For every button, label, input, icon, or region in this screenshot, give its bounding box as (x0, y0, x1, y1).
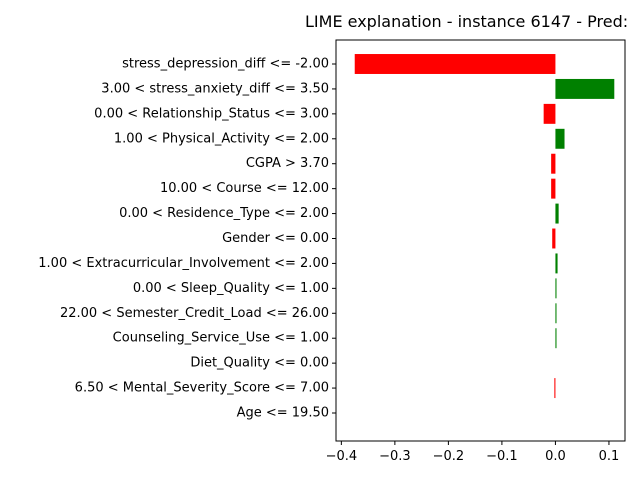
bar (555, 128, 565, 149)
y-tick-label: 6.50 < Mental_Severity_Score <= 7.00 (75, 381, 329, 396)
y-tick-label: Counseling_Service_Use <= 1.00 (113, 331, 329, 346)
bar (552, 228, 556, 249)
y-tick-label: 1.00 < Physical_Activity <= 2.00 (114, 131, 329, 146)
bar (555, 278, 557, 299)
chart-title: LIME explanation - instance 6147 - Pred: (305, 12, 628, 31)
y-tick-label: 0.00 < Residence_Type <= 2.00 (119, 206, 329, 221)
y-tick-label: stress_depression_diff <= -2.00 (122, 57, 329, 72)
y-tick-label: CGPA > 3.70 (246, 156, 329, 171)
bar (555, 78, 615, 99)
x-tick-label: −0.1 (486, 449, 518, 464)
plot-frame (335, 39, 626, 442)
bar (354, 54, 556, 74)
y-tick-label: 0.00 < Sleep_Quality <= 1.00 (133, 281, 329, 296)
y-tick-label: 0.00 < Relationship_Status <= 3.00 (94, 106, 329, 121)
y-tick-label: 1.00 < Extracurricular_Involvement <= 2.… (38, 256, 329, 271)
bar (551, 153, 556, 174)
x-tick-label: −0.2 (433, 449, 465, 464)
bar (555, 203, 559, 224)
bar (551, 178, 556, 199)
y-tick-label: Gender <= 0.00 (222, 231, 329, 246)
y-tick-label: 22.00 < Semester_Credit_Load <= 26.00 (60, 306, 329, 321)
y-tick-label: Diet_Quality <= 0.00 (190, 356, 329, 371)
bar (543, 103, 556, 124)
bars-layer (354, 54, 615, 399)
x-tick-label: −0.3 (379, 449, 411, 464)
bar (554, 378, 556, 399)
y-tick-label: 3.00 < stress_anxiety_diff <= 3.50 (101, 81, 329, 96)
y-axis-ticks: stress_depression_diff <= -2.00 3.00 < st… (38, 57, 336, 421)
y-tick-label: 10.00 < Course <= 12.00 (160, 181, 329, 196)
bar (555, 303, 557, 324)
x-axis-ticks: −0.4 −0.3 −0.2 −0.1 0.0 0.1 (326, 441, 620, 464)
bar (555, 328, 557, 349)
bar (555, 253, 558, 274)
x-tick-label: −0.4 (326, 449, 358, 464)
x-tick-label: 0.0 (545, 449, 566, 464)
y-tick-label: Age <= 19.50 (237, 406, 329, 421)
x-tick-label: 0.1 (599, 449, 620, 464)
